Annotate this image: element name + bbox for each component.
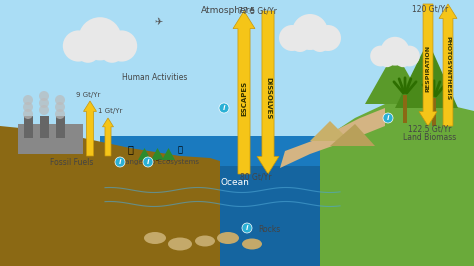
Ellipse shape	[242, 239, 262, 250]
Circle shape	[290, 32, 310, 52]
Polygon shape	[162, 148, 175, 160]
Text: 1 Gt/Yr: 1 Gt/Yr	[98, 108, 122, 114]
Text: 9 Gt/Yr: 9 Gt/Yr	[76, 92, 100, 98]
Circle shape	[39, 98, 49, 108]
Polygon shape	[102, 118, 113, 156]
Circle shape	[315, 25, 341, 51]
Circle shape	[23, 102, 33, 112]
Circle shape	[78, 17, 122, 60]
Bar	[403, 95, 407, 123]
Polygon shape	[365, 51, 425, 104]
Polygon shape	[138, 148, 151, 160]
Circle shape	[23, 109, 33, 119]
Text: 122.5 Gt/Yr: 122.5 Gt/Yr	[408, 124, 452, 133]
Circle shape	[395, 51, 411, 67]
Text: Rocks: Rocks	[258, 225, 280, 234]
Text: Fossil Fuels: Fossil Fuels	[50, 158, 94, 167]
Bar	[167, 153, 170, 161]
Ellipse shape	[144, 232, 166, 244]
Text: Atmosphere: Atmosphere	[201, 6, 255, 15]
Circle shape	[310, 32, 330, 52]
Circle shape	[399, 45, 420, 66]
Text: i: i	[147, 159, 149, 165]
Ellipse shape	[168, 238, 192, 251]
Circle shape	[242, 223, 252, 233]
Circle shape	[55, 109, 65, 119]
Circle shape	[379, 51, 395, 67]
Circle shape	[370, 45, 391, 66]
Text: ✈: ✈	[154, 17, 162, 27]
Circle shape	[292, 14, 328, 50]
Circle shape	[55, 102, 65, 112]
Circle shape	[76, 39, 100, 63]
Polygon shape	[439, 4, 457, 126]
Text: PHOTOSYNTHESIS: PHOTOSYNTHESIS	[446, 36, 450, 100]
Polygon shape	[100, 136, 370, 266]
Circle shape	[23, 95, 33, 105]
Circle shape	[39, 91, 49, 101]
Circle shape	[39, 105, 49, 115]
Circle shape	[381, 37, 410, 66]
Text: 120 Gt/Yr: 120 Gt/Yr	[412, 5, 448, 14]
Polygon shape	[280, 108, 385, 168]
Polygon shape	[233, 11, 255, 174]
Bar	[56, 116, 65, 138]
Bar	[156, 153, 159, 161]
Polygon shape	[257, 11, 279, 174]
Text: Human Activities: Human Activities	[122, 73, 188, 82]
Polygon shape	[83, 101, 97, 156]
Text: 🚜: 🚜	[127, 144, 133, 154]
Text: 77.5 Gt/Yr: 77.5 Gt/Yr	[237, 7, 276, 16]
Circle shape	[115, 157, 125, 167]
Circle shape	[106, 30, 137, 62]
Polygon shape	[330, 124, 375, 146]
Text: i: i	[223, 105, 225, 111]
Text: Land Biomass: Land Biomass	[403, 133, 456, 142]
Polygon shape	[320, 98, 474, 266]
Ellipse shape	[217, 232, 239, 244]
Polygon shape	[419, 4, 437, 126]
Circle shape	[219, 103, 229, 113]
Circle shape	[63, 30, 94, 62]
Text: i: i	[246, 225, 248, 231]
Polygon shape	[395, 41, 458, 108]
Polygon shape	[151, 148, 164, 160]
Bar	[40, 116, 49, 138]
Circle shape	[143, 157, 153, 167]
Text: DISSOLVES: DISSOLVES	[265, 77, 271, 119]
Text: 80 Gt/Yr: 80 Gt/Yr	[240, 172, 272, 181]
Text: 🐄: 🐄	[177, 145, 182, 154]
Bar	[143, 153, 146, 161]
Bar	[18, 124, 83, 154]
Text: i: i	[387, 115, 389, 121]
Polygon shape	[0, 126, 220, 266]
Text: i: i	[119, 159, 121, 165]
Bar	[432, 98, 436, 126]
Circle shape	[55, 95, 65, 105]
Text: RESPIRATION: RESPIRATION	[426, 44, 430, 92]
Ellipse shape	[195, 235, 215, 247]
Circle shape	[383, 113, 393, 123]
Circle shape	[100, 39, 124, 63]
Circle shape	[279, 25, 305, 51]
Bar	[24, 116, 33, 138]
Text: Ocean: Ocean	[220, 178, 249, 187]
Text: ESCAPES: ESCAPES	[241, 80, 247, 115]
Text: Changes to Ecosystems: Changes to Ecosystems	[117, 159, 200, 165]
Polygon shape	[310, 121, 350, 141]
Polygon shape	[100, 166, 370, 266]
